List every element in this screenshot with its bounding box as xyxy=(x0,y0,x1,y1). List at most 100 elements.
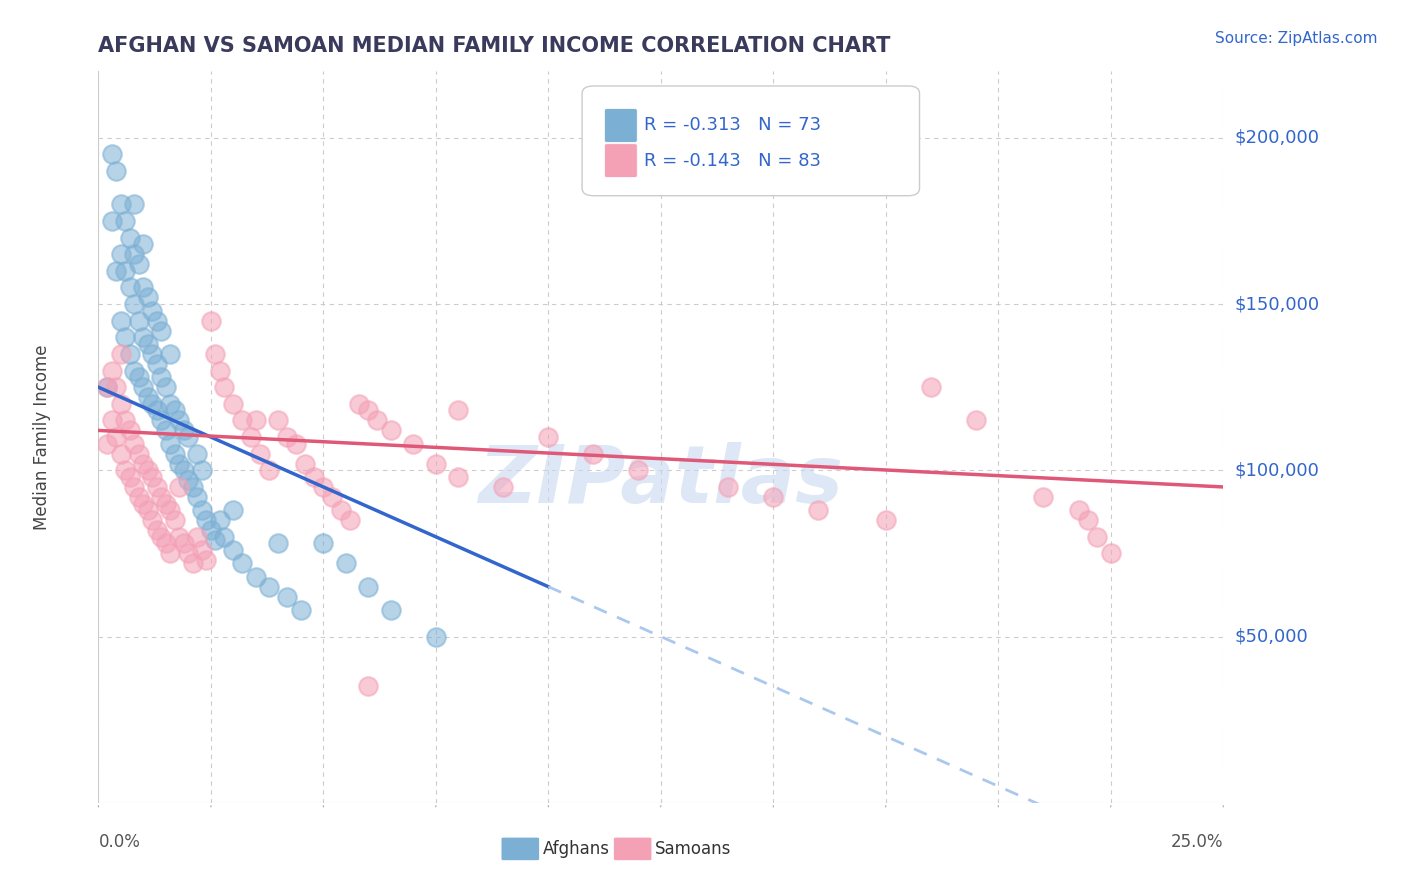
Point xyxy=(186,530,208,544)
Point xyxy=(114,214,136,228)
Text: Samoans: Samoans xyxy=(655,840,731,858)
Point xyxy=(276,590,298,604)
Point xyxy=(136,503,159,517)
Point xyxy=(582,447,605,461)
Text: $100,000: $100,000 xyxy=(1234,461,1319,479)
Point xyxy=(150,530,173,544)
Point xyxy=(312,480,335,494)
Point xyxy=(304,470,326,484)
Point xyxy=(1085,530,1108,544)
Point xyxy=(159,436,181,450)
Point xyxy=(163,513,186,527)
Text: Median Family Income: Median Family Income xyxy=(34,344,51,530)
Point xyxy=(114,463,136,477)
Point xyxy=(349,397,371,411)
Point xyxy=(101,413,124,427)
Point xyxy=(321,490,343,504)
Text: R = -0.313   N = 73: R = -0.313 N = 73 xyxy=(644,116,821,134)
Text: 0.0%: 0.0% xyxy=(98,833,141,851)
Point xyxy=(128,447,150,461)
Point xyxy=(96,380,118,394)
Point xyxy=(128,370,150,384)
Text: AFGHAN VS SAMOAN MEDIAN FAMILY INCOME CORRELATION CHART: AFGHAN VS SAMOAN MEDIAN FAMILY INCOME CO… xyxy=(98,36,891,56)
Point xyxy=(285,436,308,450)
Point xyxy=(132,330,155,344)
Point xyxy=(965,413,987,427)
Point xyxy=(132,380,155,394)
Point xyxy=(105,264,128,278)
Point xyxy=(447,403,470,417)
Point xyxy=(425,630,447,644)
Point xyxy=(132,280,155,294)
Point xyxy=(150,490,173,504)
Point xyxy=(146,480,169,494)
Point xyxy=(807,503,830,517)
Point xyxy=(173,463,195,477)
Point xyxy=(276,430,298,444)
Point xyxy=(155,497,177,511)
Point xyxy=(191,543,214,558)
Point xyxy=(159,397,181,411)
Point xyxy=(492,480,515,494)
Point xyxy=(537,430,560,444)
Point xyxy=(114,264,136,278)
Point xyxy=(146,314,169,328)
Point xyxy=(762,490,785,504)
Point xyxy=(173,536,195,550)
Point xyxy=(169,457,191,471)
Point xyxy=(110,397,132,411)
Point xyxy=(141,513,163,527)
Point xyxy=(200,523,222,537)
Point xyxy=(231,557,253,571)
FancyBboxPatch shape xyxy=(605,144,637,178)
Point xyxy=(141,397,163,411)
FancyBboxPatch shape xyxy=(582,86,920,195)
Point xyxy=(146,523,169,537)
Text: ZIPatlas: ZIPatlas xyxy=(478,442,844,520)
Point xyxy=(110,197,132,211)
Point xyxy=(290,603,312,617)
Point xyxy=(136,390,159,404)
Point xyxy=(222,543,245,558)
Point xyxy=(177,430,200,444)
Point xyxy=(118,470,141,484)
Point xyxy=(191,463,214,477)
Point xyxy=(128,490,150,504)
Point xyxy=(267,536,290,550)
Point xyxy=(114,413,136,427)
Point xyxy=(150,413,173,427)
Point xyxy=(357,580,380,594)
Point xyxy=(124,197,146,211)
Point xyxy=(245,413,267,427)
Point xyxy=(105,164,128,178)
Point xyxy=(177,546,200,560)
Point xyxy=(222,397,245,411)
Point xyxy=(110,447,132,461)
Point xyxy=(402,436,425,450)
Point xyxy=(96,436,118,450)
Point xyxy=(1032,490,1054,504)
Point xyxy=(101,214,124,228)
Point xyxy=(124,363,146,377)
Point xyxy=(312,536,335,550)
Point xyxy=(204,533,226,548)
Point xyxy=(627,463,650,477)
Point xyxy=(177,473,200,487)
Point xyxy=(380,603,402,617)
Point xyxy=(447,470,470,484)
Point xyxy=(159,347,181,361)
Point xyxy=(875,513,897,527)
Point xyxy=(330,503,353,517)
Point xyxy=(118,424,141,438)
Text: Source: ZipAtlas.com: Source: ZipAtlas.com xyxy=(1215,31,1378,46)
Point xyxy=(159,503,181,517)
Point xyxy=(259,463,281,477)
Point xyxy=(114,330,136,344)
Point xyxy=(195,513,218,527)
Point xyxy=(118,280,141,294)
Point xyxy=(380,424,402,438)
Point xyxy=(259,580,281,594)
Point xyxy=(118,230,141,244)
Point xyxy=(717,480,740,494)
Text: $200,000: $200,000 xyxy=(1234,128,1319,147)
